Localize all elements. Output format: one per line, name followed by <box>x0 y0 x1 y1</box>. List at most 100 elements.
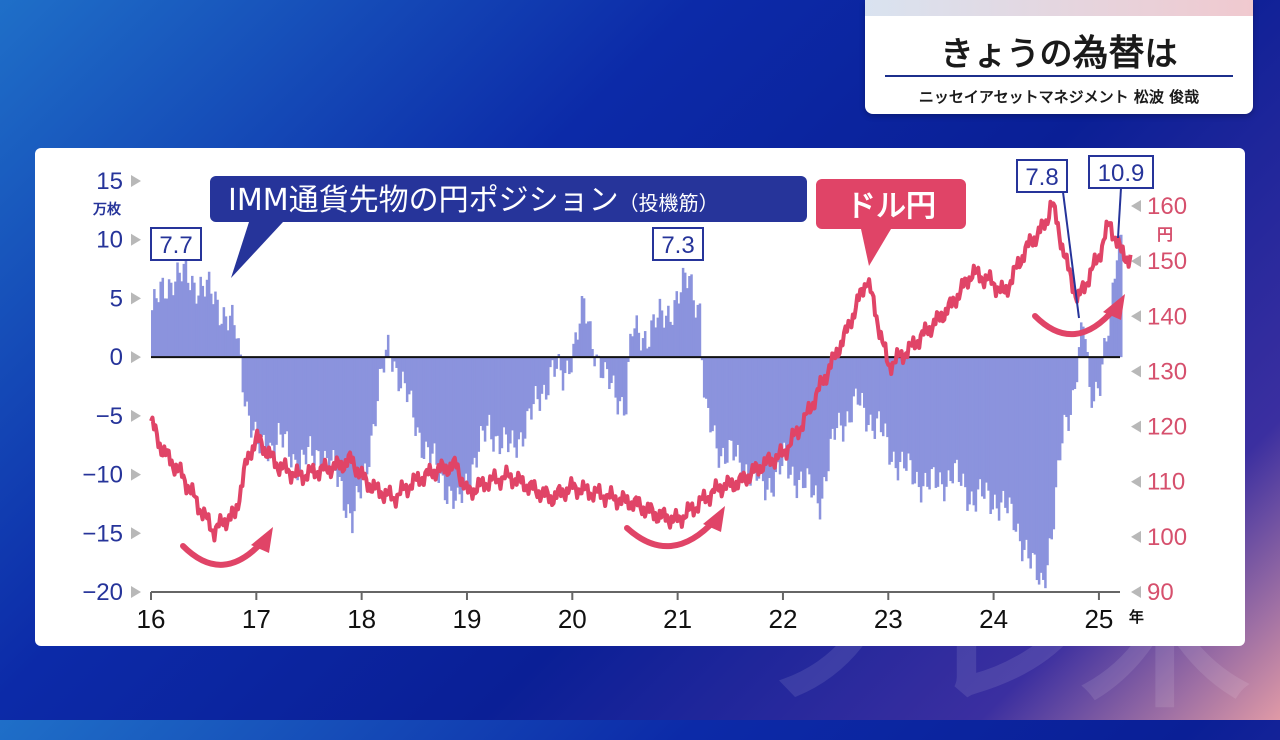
reversal-arrow-2024 <box>1032 305 1118 338</box>
position-bar <box>751 357 754 464</box>
position-bar <box>216 299 219 358</box>
position-bar <box>1052 357 1056 530</box>
position-bar <box>614 357 617 398</box>
position-bar <box>1117 235 1121 358</box>
position-bar <box>1042 357 1045 580</box>
position-bar <box>749 357 752 486</box>
position-bar <box>1101 357 1104 365</box>
position-bar <box>791 357 794 467</box>
position-bar <box>782 357 786 443</box>
position-bar <box>1077 347 1081 358</box>
position-bar <box>441 357 445 476</box>
position-bar <box>595 354 598 358</box>
position-bar <box>271 357 274 446</box>
right-tick-arrow <box>1131 365 1141 378</box>
position-bar <box>363 357 367 464</box>
position-bar <box>365 357 369 475</box>
position-bar <box>917 357 921 488</box>
position-bar <box>966 357 969 511</box>
position-bar <box>222 307 226 358</box>
position-bar <box>576 339 580 358</box>
position-bar <box>1096 357 1100 389</box>
position-bar <box>313 357 316 466</box>
position-bar <box>165 298 169 358</box>
position-bar <box>542 357 546 385</box>
position-bar <box>930 357 933 470</box>
position-bar <box>669 321 672 358</box>
position-bar <box>833 357 837 440</box>
position-bar <box>999 357 1003 503</box>
position-bar <box>469 357 472 490</box>
position-bar <box>603 357 607 363</box>
position-bar <box>418 357 422 433</box>
position-bar <box>172 295 175 358</box>
position-bar <box>437 357 440 483</box>
position-bar <box>178 272 181 358</box>
position-bar <box>435 357 438 465</box>
left-tick-arrow <box>131 175 141 187</box>
position-bar <box>580 296 584 358</box>
position-bar <box>957 357 961 482</box>
position-bar <box>1006 357 1009 514</box>
page-title-part-b: は <box>1144 34 1178 73</box>
position-bar <box>517 357 521 440</box>
position-bar <box>209 293 213 358</box>
x-tick-label: 20 <box>558 604 587 634</box>
position-bar <box>757 357 761 479</box>
position-bar <box>860 357 864 393</box>
position-bar <box>677 303 681 358</box>
position-bar <box>831 357 834 429</box>
left-tick-arrow <box>131 233 141 246</box>
position-bar <box>393 357 396 362</box>
position-bar <box>980 357 984 497</box>
right-tick-arrow <box>1131 586 1141 598</box>
position-bar <box>1061 357 1064 444</box>
position-bar <box>559 357 563 371</box>
position-bar <box>561 357 565 391</box>
position-bar <box>426 357 430 448</box>
position-bar <box>818 357 822 520</box>
position-bar <box>193 282 196 358</box>
position-bar <box>713 357 716 426</box>
position-bar <box>294 357 297 460</box>
position-bar <box>325 357 329 459</box>
position-bar <box>742 357 746 472</box>
position-bar <box>639 350 643 358</box>
position-bar <box>730 357 733 441</box>
reversal-arrow-2016 <box>180 538 266 568</box>
position-bar <box>875 357 879 419</box>
position-bar <box>224 316 228 358</box>
position-bar <box>509 357 512 444</box>
position-bar <box>485 357 489 426</box>
position-bar <box>1109 307 1112 358</box>
position-bar <box>869 357 872 415</box>
position-bar <box>424 357 428 442</box>
position-bar <box>1073 357 1077 389</box>
position-bar <box>658 298 662 358</box>
position-bar <box>507 357 510 453</box>
position-bar <box>825 357 828 482</box>
position-bar <box>346 357 350 505</box>
position-bar <box>947 357 950 471</box>
position-bar <box>207 271 211 358</box>
peak-label-2021-text: 7.3 <box>661 232 694 259</box>
position-bar <box>355 357 358 486</box>
right-tick-arrow <box>1131 255 1141 268</box>
position-bar <box>738 357 742 463</box>
right-axis-unit: 円 <box>1157 225 1173 244</box>
position-bar <box>157 302 160 358</box>
position-bar <box>629 333 632 358</box>
position-bar <box>182 263 186 358</box>
position-bar <box>584 323 588 358</box>
position-bar <box>587 321 590 358</box>
position-bar <box>1048 357 1051 539</box>
position-bar <box>1008 357 1011 498</box>
position-bar <box>212 304 215 358</box>
position-bar <box>414 357 417 436</box>
x-axis-unit: 年 <box>1129 608 1144 626</box>
position-bar <box>820 357 824 499</box>
position-bar <box>616 357 620 415</box>
position-bar <box>589 321 592 358</box>
position-bar <box>747 357 750 483</box>
position-bar <box>1044 357 1047 589</box>
